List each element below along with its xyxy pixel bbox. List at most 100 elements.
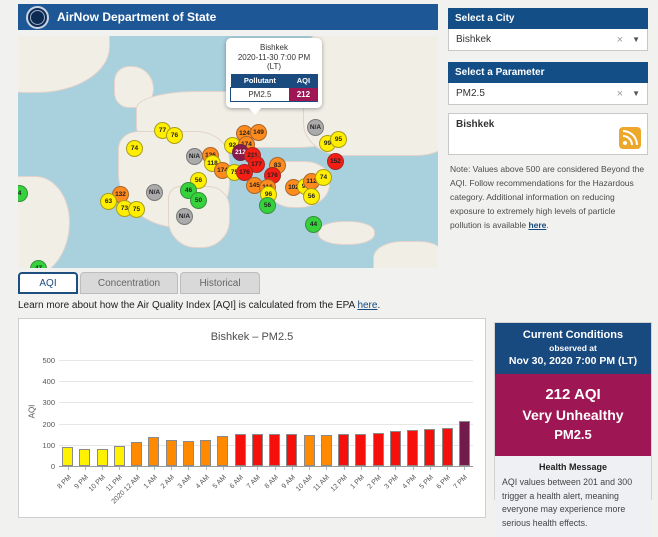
x-tick (395, 467, 397, 470)
chevron-down-icon[interactable]: ▼ (632, 35, 640, 44)
gridline (59, 444, 473, 446)
popup-col-aqi: AQI (289, 74, 318, 88)
x-tick (153, 467, 155, 470)
gridline (59, 360, 473, 361)
aqi-map-marker[interactable]: N/A (146, 184, 163, 201)
aqi-bar[interactable] (200, 440, 212, 466)
x-tick (171, 467, 173, 470)
aqi-map-marker[interactable]: 76 (166, 127, 183, 144)
aqi-map-marker[interactable]: 75 (128, 201, 145, 218)
aqi-bar[interactable] (251, 434, 263, 466)
cc-pollutant: PM2.5 (554, 427, 592, 442)
aqi-map-marker[interactable]: 152 (327, 153, 344, 170)
x-tick (326, 467, 328, 470)
cc-datetime: Nov 30, 2020 7:00 PM (LT) (508, 355, 638, 367)
chevron-down-icon[interactable]: ▼ (632, 89, 640, 98)
aqi-map-marker[interactable]: 74 (315, 169, 332, 186)
select-city-header: Select a City (448, 8, 648, 29)
popup-aqi-value: 212 (288, 87, 319, 102)
aqi-bar[interactable] (441, 428, 453, 466)
aqi-bar[interactable] (113, 445, 125, 466)
popup-timezone: (LT) (266, 62, 282, 71)
x-tick (240, 467, 242, 470)
cc-health-title: Health Message (538, 462, 608, 472)
aqi-bar[interactable] (131, 442, 143, 466)
aqi-bar[interactable] (303, 434, 315, 466)
x-tick (102, 467, 104, 470)
aqi-map-marker[interactable]: 50 (190, 192, 207, 209)
chart-title: Bishkek – PM2.5 (210, 331, 294, 343)
aqi-map-marker[interactable]: 63 (100, 193, 117, 210)
x-tick (222, 467, 224, 470)
popup-city: Bishkek (259, 43, 288, 52)
aqi-map-marker[interactable]: 149 (250, 124, 267, 141)
aqi-bar[interactable] (389, 430, 401, 466)
aqi-map-marker[interactable]: 44 (305, 216, 322, 233)
popup-col-pollutant: Pollutant (230, 74, 290, 88)
tab-aqi[interactable]: AQI (18, 272, 78, 294)
current-conditions-panel: Current Conditions observed at Nov 30, 2… (494, 322, 652, 537)
clear-icon[interactable]: × (616, 33, 624, 46)
y-tick-label: 400 (42, 377, 55, 387)
sidebar-note: Note: Values above 500 are considered Be… (450, 164, 645, 231)
aqi-bar[interactable] (458, 421, 470, 466)
city-select[interactable]: Bishkek × ▼ (448, 29, 648, 51)
x-tick (343, 467, 345, 470)
parameter-select[interactable]: PM2.5 × ▼ (448, 83, 648, 105)
cc-category: Very Unhealthy (522, 407, 624, 423)
aqi-bar[interactable] (96, 449, 108, 466)
x-tick (188, 467, 190, 470)
x-tick (136, 467, 138, 470)
aqi-map-marker[interactable]: 95 (330, 131, 347, 148)
aqi-bar[interactable] (269, 433, 281, 466)
aqi-map-marker[interactable]: N/A (186, 148, 203, 165)
aqi-map-marker[interactable]: 56 (303, 188, 320, 205)
y-tick-label: 500 (42, 356, 55, 365)
landmass (114, 66, 154, 108)
aqi-bar[interactable] (79, 449, 91, 466)
aqi-bar[interactable] (407, 429, 419, 466)
aqi-bar[interactable] (320, 434, 332, 466)
y-tick-label: 300 (42, 398, 55, 408)
app-title: AirNow Department of State (57, 10, 217, 24)
aqi-map-marker[interactable]: 74 (126, 140, 143, 157)
aqi-map-marker[interactable]: 56 (259, 197, 276, 214)
epa-here-link[interactable]: here (357, 300, 378, 311)
parameter-select-value: PM2.5 (456, 88, 485, 99)
aqi-map-marker[interactable]: 176 (236, 164, 253, 181)
tab-concentration[interactable]: Concentration (80, 272, 178, 294)
cc-title: Current Conditions (522, 329, 624, 341)
aqi-bar[interactable] (338, 434, 350, 466)
x-tick (84, 467, 86, 470)
clear-icon[interactable]: × (616, 87, 624, 100)
aqi-map-marker[interactable]: N/A (307, 119, 324, 136)
world-map[interactable]: 447777674132637375N/AN/A564650N/A1261181… (18, 36, 438, 268)
x-tick (119, 467, 121, 470)
aqi-bar[interactable] (372, 432, 384, 466)
x-tick (257, 467, 259, 470)
aqi-bar[interactable] (217, 435, 229, 466)
aqi-bar[interactable] (148, 437, 160, 466)
cc-observed-at: observed at (549, 343, 597, 353)
x-tick (378, 467, 380, 470)
rss-icon[interactable] (619, 127, 641, 149)
x-tick (291, 467, 293, 470)
aqi-bar[interactable] (165, 439, 177, 466)
cc-health-body: AQI values between 201 and 300 trigger a… (502, 477, 633, 528)
aqi-bar[interactable] (424, 429, 436, 466)
select-parameter-header: Select a Parameter (448, 62, 648, 83)
cc-aqi-block: 212 AQI Very Unhealthy PM2.5 (495, 374, 651, 456)
aqi-bar[interactable] (286, 433, 298, 466)
aqi-bar-chart: Bishkek – PM2.5 AQI 0 100 200 300 400 500 8 PM… (18, 318, 486, 518)
aqi-bar[interactable] (182, 440, 194, 466)
aqi-bar[interactable] (62, 447, 74, 466)
aqi-map-marker[interactable]: N/A (176, 208, 193, 225)
app-header: AirNow Department of State (18, 4, 438, 30)
x-tick (429, 467, 431, 470)
note-here-link[interactable]: here (528, 220, 547, 231)
aqi-bar[interactable] (355, 433, 367, 466)
tab-historical[interactable]: Historical (180, 272, 260, 294)
cc-health-block: Health Message AQI values between 201 an… (495, 456, 651, 537)
map-popup: Bishkek 2020-11-30 7:00 PM (LT) Pollutan… (226, 38, 322, 115)
aqi-bar[interactable] (234, 433, 246, 466)
